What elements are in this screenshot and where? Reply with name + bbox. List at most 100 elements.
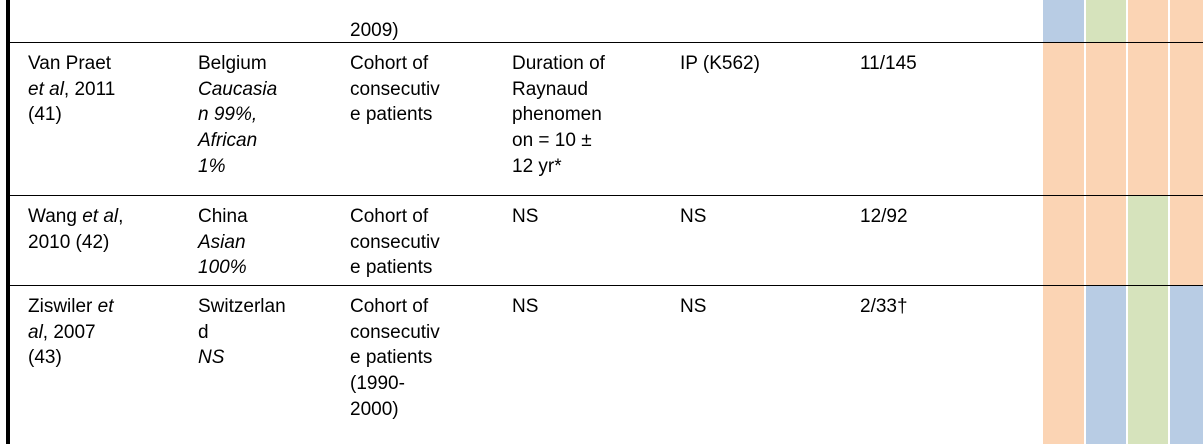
cell-text: Cohort of bbox=[350, 296, 429, 317]
cell-text: (1990- bbox=[350, 373, 405, 395]
cell-text: e patients bbox=[350, 104, 433, 126]
cell-text: Cohort of bbox=[350, 53, 429, 74]
rating-cell bbox=[1043, 195, 1084, 285]
cell-text: , bbox=[118, 206, 124, 227]
cell-text: on = 10 ± bbox=[512, 130, 592, 152]
cell-line: NS bbox=[680, 296, 706, 318]
cell-line: e patients bbox=[350, 257, 432, 279]
rating-cell bbox=[1043, 0, 1084, 42]
cell-line: 2000) bbox=[350, 399, 399, 421]
cell-text: Switzerlan bbox=[198, 296, 286, 317]
cell-text: African bbox=[198, 130, 258, 152]
cell-text: et bbox=[97, 296, 114, 317]
cell-line: 12/92 bbox=[860, 206, 908, 228]
cell-text: 2010 (42) bbox=[28, 231, 110, 253]
cell-text: 2000) bbox=[350, 398, 399, 420]
cell-line: e patients bbox=[350, 104, 432, 126]
cell-text: e patients bbox=[350, 257, 433, 279]
table-border bbox=[6, 0, 10, 444]
rating-cell bbox=[1170, 195, 1203, 285]
cell-text: consecutiv bbox=[350, 78, 440, 100]
cell-text: NS bbox=[198, 347, 225, 369]
cell-line: 2/33† bbox=[860, 296, 908, 318]
rating-cell bbox=[1128, 42, 1168, 195]
rating-cell bbox=[1170, 42, 1203, 195]
cell-line: (1990- bbox=[350, 373, 405, 395]
cell-text: Duration of bbox=[512, 53, 605, 74]
cell-line: Cohort of bbox=[350, 296, 428, 318]
cell-line: Cohort of bbox=[350, 53, 428, 75]
cell-line: 2009) bbox=[350, 20, 399, 42]
cell-text: consecutiv bbox=[350, 321, 440, 343]
cell-text: Asian bbox=[198, 231, 246, 253]
cell-line: Raynaud bbox=[512, 79, 588, 101]
cell-text: Wang bbox=[28, 206, 83, 227]
cell-line: 2010 (42) bbox=[28, 232, 109, 254]
cell-line: Switzerlan bbox=[198, 296, 286, 318]
cell-text: e patients bbox=[350, 347, 433, 369]
cell-line: IP (K562) bbox=[680, 53, 760, 75]
cell-text: 2009) bbox=[350, 20, 399, 41]
cell-text: (41) bbox=[28, 104, 62, 126]
cell-line: phenomen bbox=[512, 104, 602, 126]
cell-text: NS bbox=[680, 296, 707, 317]
rating-cell bbox=[1128, 195, 1168, 285]
cell-line: Caucasia bbox=[198, 79, 277, 101]
cell-text: Van Praet bbox=[28, 53, 112, 74]
cell-line: Cohort of bbox=[350, 206, 428, 228]
cell-text: n 99%, bbox=[198, 104, 258, 126]
cell-line: e patients bbox=[350, 347, 432, 369]
cell-text: Caucasia bbox=[198, 78, 278, 100]
rating-cell bbox=[1170, 0, 1203, 42]
cell-line: African bbox=[198, 130, 257, 152]
cell-text: 2/33† bbox=[860, 296, 908, 317]
cell-line: 12 yr* bbox=[512, 156, 562, 178]
rating-cell bbox=[1086, 195, 1126, 285]
cell-line: NS bbox=[512, 296, 538, 318]
cell-line: Ziswiler et bbox=[28, 296, 114, 318]
cell-line: consecutiv bbox=[350, 322, 440, 344]
rating-cell bbox=[1170, 285, 1203, 444]
cell-text: China bbox=[198, 206, 248, 227]
cell-text: 11/145 bbox=[860, 53, 917, 74]
cell-line: 100% bbox=[198, 257, 247, 279]
cell-line: NS bbox=[198, 347, 224, 369]
cell-line: Duration of bbox=[512, 53, 605, 75]
cell-line: d bbox=[198, 322, 209, 344]
cell-line: Van Praet bbox=[28, 53, 111, 75]
cell-text: d bbox=[198, 321, 209, 343]
cell-text: 12/92 bbox=[860, 206, 908, 227]
cell-line: et al, 2011 bbox=[28, 79, 115, 101]
cell-text: 12 yr* bbox=[512, 155, 562, 177]
cell-text: NS bbox=[680, 206, 707, 227]
cell-text: Belgium bbox=[198, 53, 267, 74]
cell-text: 100% bbox=[198, 257, 247, 279]
cell-text: phenomen bbox=[512, 104, 602, 126]
cell-text: et al bbox=[28, 78, 64, 100]
rating-cell bbox=[1128, 0, 1168, 42]
cell-line: 1% bbox=[198, 156, 225, 178]
cell-text: et al bbox=[82, 206, 119, 227]
cell-line: Belgium bbox=[198, 53, 267, 75]
row-divider bbox=[8, 42, 1203, 43]
cell-line: (41) bbox=[28, 104, 62, 126]
cell-text: NS bbox=[512, 296, 539, 317]
rating-cell bbox=[1043, 42, 1084, 195]
cell-text: al bbox=[28, 321, 43, 343]
cell-line: NS bbox=[512, 206, 538, 228]
cell-line: n 99%, bbox=[198, 104, 257, 126]
row-divider bbox=[8, 195, 1203, 196]
cell-line: (43) bbox=[28, 347, 62, 369]
cell-text: (43) bbox=[28, 347, 62, 369]
row-divider bbox=[8, 285, 1203, 286]
cell-text: 1% bbox=[198, 155, 226, 177]
cell-line: on = 10 ± bbox=[512, 130, 592, 152]
cell-text: Ziswiler bbox=[28, 296, 98, 317]
cell-text: NS bbox=[512, 206, 539, 227]
rating-cell bbox=[1086, 0, 1126, 42]
cell-text: consecutiv bbox=[350, 231, 440, 253]
cell-text: Raynaud bbox=[512, 78, 589, 100]
cell-line: consecutiv bbox=[350, 79, 440, 101]
rating-cell bbox=[1043, 285, 1084, 444]
